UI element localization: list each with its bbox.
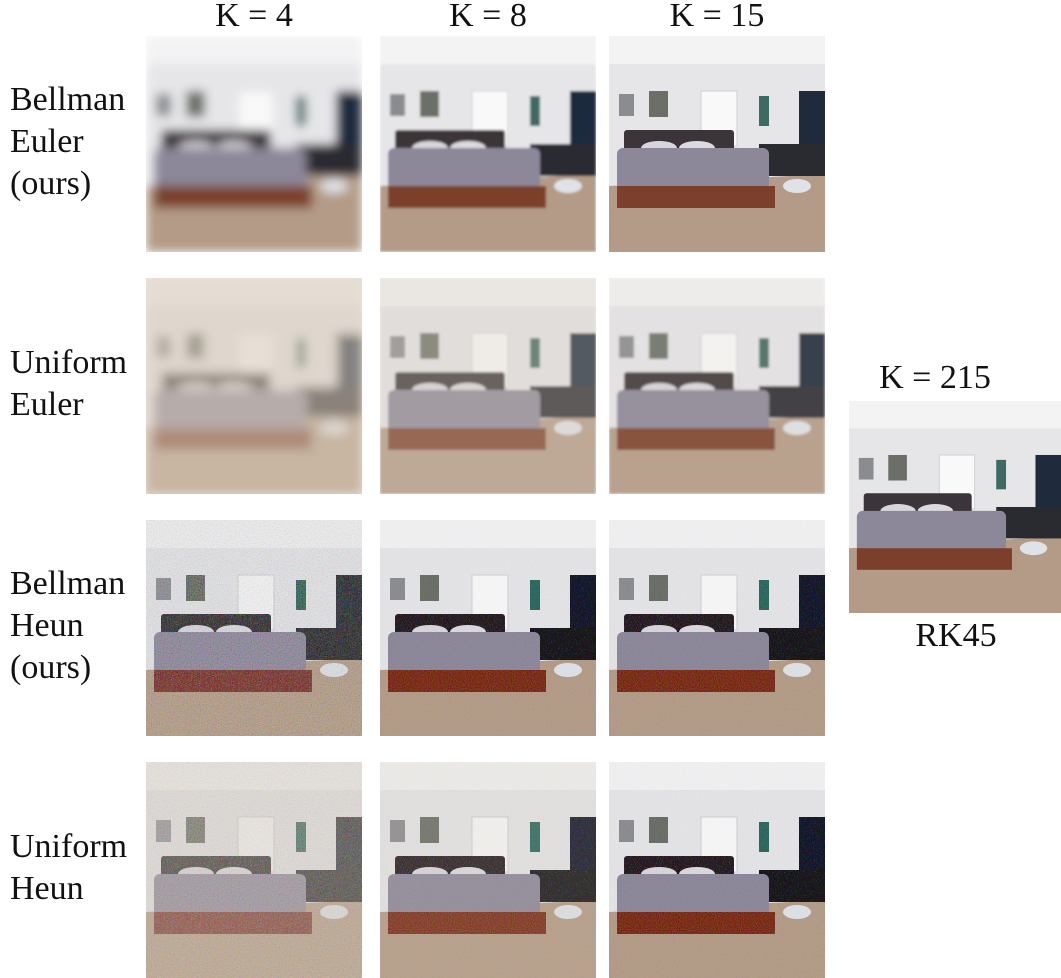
column-header: K = 15: [670, 0, 765, 34]
row-label: Uniform: [10, 344, 127, 381]
sample-image: [380, 36, 596, 252]
row-label: (ours): [10, 649, 91, 686]
haze-overlay: [380, 278, 596, 494]
row-label: Bellman: [10, 565, 125, 602]
haze-overlay: [380, 762, 596, 978]
haze-overlay: [146, 278, 362, 494]
haze-overlay: [609, 278, 825, 494]
row-label: Heun: [10, 870, 84, 907]
row-label: Bellman: [10, 81, 125, 118]
row-label: Uniform: [10, 828, 127, 865]
haze-overlay: [146, 762, 362, 978]
row-label: Euler: [10, 386, 84, 423]
row-label: Heun: [10, 607, 84, 644]
sample-image: [380, 520, 596, 736]
reference-image: [849, 401, 1061, 613]
column-header: K = 8: [449, 0, 527, 34]
page: K = 215 RK45 K = 4 K = 8 K = 15 Bellman Eule…: [0, 0, 1061, 978]
reference-caption: RK45: [915, 617, 996, 654]
sample-image: [609, 762, 825, 978]
reference-title: K = 215: [879, 359, 991, 396]
sample-image: [609, 520, 825, 736]
figure: K = 215 RK45 K = 4 K = 8 K = 15 Bellman Eule…: [0, 0, 1061, 978]
row-label: Euler: [10, 123, 84, 160]
row-label: (ours): [10, 165, 91, 202]
sample-image: [609, 36, 825, 252]
column-header: K = 4: [215, 0, 293, 34]
sample-image: [146, 36, 362, 252]
sample-image: [146, 520, 362, 736]
